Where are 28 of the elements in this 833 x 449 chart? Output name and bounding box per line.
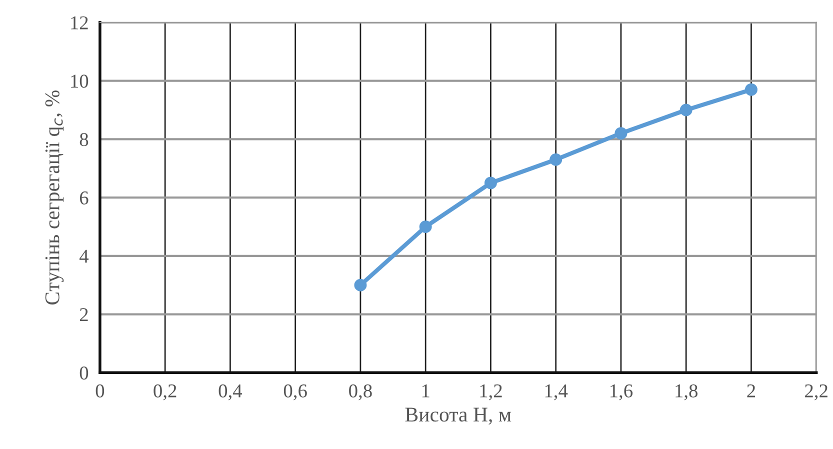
y-tick-label: 8 [80,133,88,146]
y-axis-title: Ступінь сегрегації q$_{c}$, % [45,90,64,305]
y-tick-label: 4 [80,250,89,263]
x-tick-label: 0 [96,384,104,398]
x-tick-label: 0,6 [284,384,307,400]
point [484,176,497,190]
x-tick-label: 2 [747,384,756,398]
x-tick-label: 2,2 [805,384,828,400]
y-tick-label: 12 [71,16,88,30]
y-tick-label: 0 [80,366,88,380]
point [419,220,432,233]
x-tick-label: 0,2 [154,384,176,400]
y-tick-label: 2 [80,308,88,322]
x-tick-label: 1,6 [610,384,633,400]
point [354,278,367,292]
point [744,83,758,96]
x-tick-label: 1,8 [676,384,698,400]
x-tick-label: 0,4 [218,384,242,400]
x-tick-label: 1,4 [545,384,568,400]
point [614,127,628,140]
x-tick-label: 1 [422,384,430,398]
x-tick-label: 0,8 [349,384,372,400]
x-axis-title: Висота H, м [405,408,512,425]
y-tick-label: 6 [80,191,88,204]
y-tick-label: 10 [71,74,88,88]
point [550,153,562,166]
point [680,104,692,116]
x-tick-label: 1,2 [480,384,502,400]
